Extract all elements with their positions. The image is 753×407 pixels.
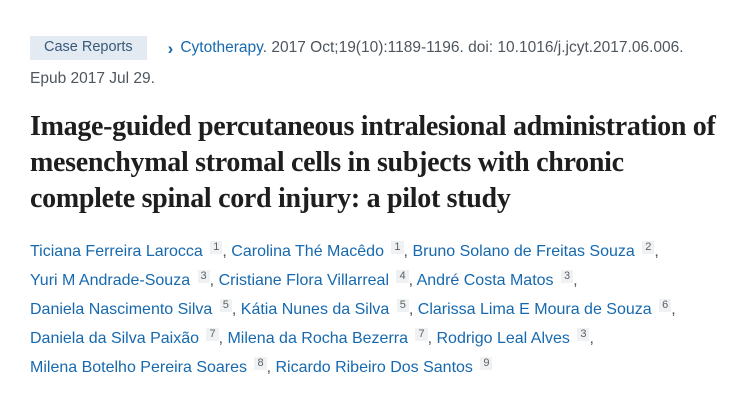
citation-details: . 2017 Oct;19(10):1189-1196. doi: 10.101… [262, 39, 684, 56]
author-line: Daniela Nascimento Silva 5, Kátia Nunes … [30, 296, 733, 325]
author-separator: , [222, 243, 232, 260]
authors-list: Ticiana Ferreira Larocca 1, Carolina Thé… [30, 238, 733, 383]
author-separator: , [589, 330, 594, 347]
author-link[interactable]: Daniela Nascimento Silva [30, 301, 213, 318]
author-separator: , [408, 272, 417, 289]
author-link[interactable]: Clarissa Lima E Moura de Souza [417, 301, 652, 318]
author-link[interactable]: Rodrigo Leal Alves [436, 330, 570, 347]
publication-type-badge[interactable]: Case Reports [30, 36, 147, 60]
author-separator: , [231, 301, 241, 318]
author-link[interactable]: Yuri M Andrade-Souza [30, 272, 191, 289]
affiliation-badge: 3 [577, 328, 590, 341]
affiliation-badge: 5 [219, 299, 232, 312]
affiliation-badge: 5 [396, 299, 409, 312]
author-separator: , [427, 330, 437, 347]
author-line: Yuri M Andrade-Souza 3, Cristiane Flora … [30, 267, 733, 296]
affiliation-badge: 8 [254, 357, 267, 370]
author-link[interactable]: Cristiane Flora Villarreal [218, 272, 389, 289]
author-link[interactable]: Carolina Thé Macêdo [231, 243, 384, 260]
author-link[interactable]: Ricardo Ribeiro Dos Santos [275, 359, 473, 376]
author-separator: , [408, 301, 418, 318]
author-line: Milena Botelho Pereira Soares 8, Ricardo… [30, 354, 733, 383]
author-link[interactable]: Kátia Nunes da Silva [240, 301, 390, 318]
author-link[interactable]: Ticiana Ferreira Larocca [30, 243, 203, 260]
author-separator: , [218, 330, 228, 347]
chevron-right-icon: › [167, 38, 174, 58]
citation-text: Cytotherapy. 2017 Oct;19(10):1189-1196. … [180, 39, 683, 57]
author-separator: , [403, 243, 413, 260]
article-title: Image-guided percutaneous intralesional … [30, 111, 716, 214]
epub-date: Epub 2017 Jul 29. [30, 70, 155, 87]
author-link[interactable]: Milena Botelho Pereira Soares [30, 359, 248, 376]
author-link[interactable]: Bruno Solano de Freitas Souza [412, 243, 635, 260]
journal-link[interactable]: Cytotherapy [180, 39, 263, 56]
author-separator: , [573, 272, 578, 289]
affiliation-badge: 3 [197, 270, 210, 283]
affiliation-badge: 6 [659, 299, 672, 312]
author-link[interactable]: Daniela da Silva Paixão [30, 330, 199, 347]
author-separator: , [654, 243, 659, 260]
author-line: Daniela da Silva Paixão 7, Milena da Roc… [30, 325, 733, 354]
author-line: Ticiana Ferreira Larocca 1, Carolina Thé… [30, 238, 733, 267]
article-header-page: Case Reports › Cytotherapy. 2017 Oct;19(… [30, 36, 733, 383]
affiliation-badge: 1 [210, 241, 223, 254]
author-separator: , [266, 359, 276, 376]
citation-row: Case Reports › Cytotherapy. 2017 Oct;19(… [30, 36, 733, 60]
author-link[interactable]: André Costa Matos [416, 272, 554, 289]
affiliation-badge: 3 [561, 270, 574, 283]
affiliation-badge: 7 [206, 328, 219, 341]
author-link[interactable]: Milena da Rocha Bezerra [227, 330, 409, 347]
affiliation-badge: 4 [396, 270, 409, 283]
author-separator: , [209, 272, 219, 289]
author-separator: , [671, 301, 676, 318]
affiliation-badge: 2 [642, 241, 655, 254]
affiliation-badge: 9 [480, 357, 493, 370]
affiliation-badge: 1 [391, 241, 404, 254]
affiliation-badge: 7 [415, 328, 428, 341]
